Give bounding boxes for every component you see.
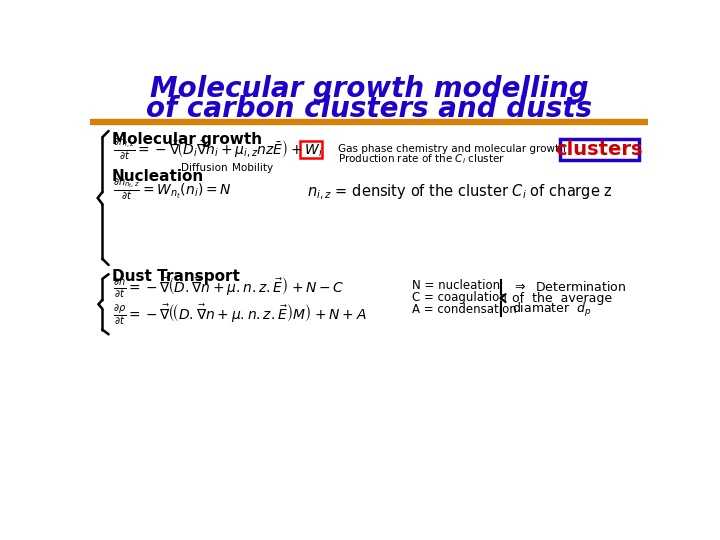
Text: $\Rightarrow$  Determination: $\Rightarrow$ Determination — [512, 280, 626, 294]
Text: $\frac{\partial n_{n_t,z}}{\partial t} = W_{n_t}(n_i) = N$: $\frac{\partial n_{n_t,z}}{\partial t} =… — [113, 177, 232, 202]
Text: $\frac{\partial n_{i,z}}{\partial t} = -\bar{\nabla}\!\left(D_i\bar{\nabla}n_i +: $\frac{\partial n_{i,z}}{\partial t} = -… — [113, 137, 323, 162]
Text: A = condensation: A = condensation — [412, 303, 516, 316]
Text: Molecular growth: Molecular growth — [112, 132, 262, 147]
Text: $\frac{\partial n}{\partial t} = -\vec{\nabla}\!\left(D.\vec{\nabla}n + \mu.n.z.: $\frac{\partial n}{\partial t} = -\vec{\… — [113, 276, 345, 300]
Text: clusters: clusters — [555, 140, 643, 159]
Bar — [90, 119, 648, 124]
Text: Diffusion: Diffusion — [181, 163, 228, 173]
Text: diamater  $d_p$: diamater $d_p$ — [512, 301, 591, 319]
Text: $n_{i,z}$ = density of the cluster $C_i$ of charge z: $n_{i,z}$ = density of the cluster $C_i$… — [307, 182, 613, 201]
Text: Gas phase chemistry and molecular growth: Gas phase chemistry and molecular growth — [338, 145, 566, 154]
Text: $\frac{\partial \rho}{\partial t} = -\vec{\nabla}\!\left(\!\left(D.\vec{\nabla}n: $\frac{\partial \rho}{\partial t} = -\ve… — [113, 303, 366, 327]
Text: Mobility: Mobility — [232, 163, 274, 173]
Text: Dust Transport: Dust Transport — [112, 269, 240, 284]
Text: of  the  average: of the average — [512, 292, 612, 305]
Text: Nucleation: Nucleation — [112, 168, 204, 184]
Text: Production rate of the $C_i$ cluster: Production rate of the $C_i$ cluster — [338, 152, 505, 166]
Text: Molecular growth modelling: Molecular growth modelling — [150, 76, 588, 104]
Text: of carbon clusters and dusts: of carbon clusters and dusts — [146, 96, 592, 124]
Text: N = nucleation: N = nucleation — [412, 279, 500, 292]
Text: C = coagulation: C = coagulation — [412, 291, 506, 304]
